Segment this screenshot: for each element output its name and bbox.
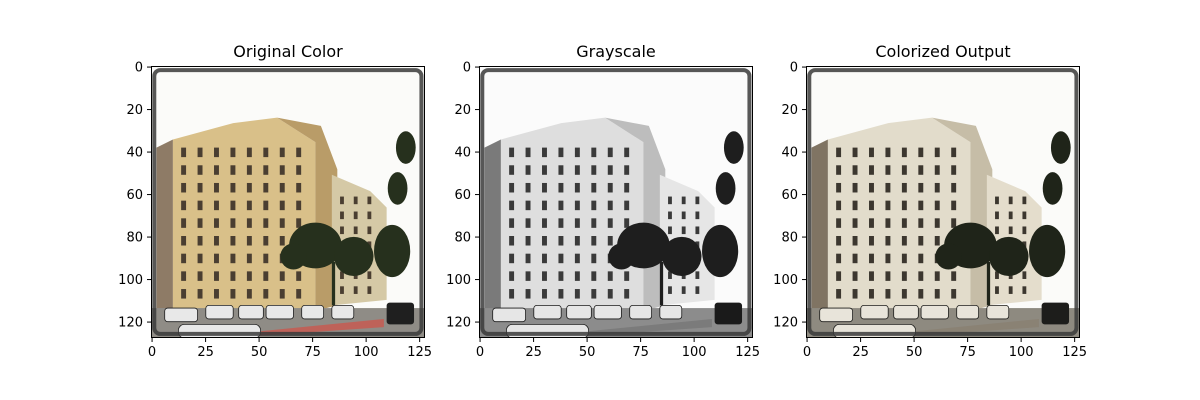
- y-tick-label: 120: [118, 316, 143, 331]
- y-tick-label: 0: [135, 61, 143, 76]
- photo-image: [151, 66, 425, 338]
- x-tick-label: 25: [852, 345, 869, 360]
- windows: [181, 147, 372, 299]
- x-tick-label: 50: [251, 345, 268, 360]
- x-tick-label: 100: [354, 345, 379, 360]
- photo-image: [479, 66, 753, 338]
- building-main: [827, 117, 971, 317]
- photo-frame: [152, 68, 424, 336]
- y-tick-label: 60: [781, 188, 798, 203]
- y-tick-label: 20: [454, 103, 471, 118]
- y-tick-label: 60: [126, 188, 143, 203]
- x-tick-label: 75: [304, 345, 321, 360]
- photo-frame: [480, 68, 752, 336]
- y-tick-label: 100: [446, 273, 471, 288]
- x-tick-label: 50: [579, 345, 596, 360]
- trees: [280, 131, 416, 306]
- x-tick-label: 75: [959, 345, 976, 360]
- x-tick-label: 100: [682, 345, 707, 360]
- x-tick-label: 25: [525, 345, 542, 360]
- panel-title: Original Color: [233, 42, 343, 61]
- x-tick-label: 125: [1062, 345, 1087, 360]
- trees: [608, 131, 744, 306]
- y-tick-label: 120: [773, 316, 798, 331]
- x-tick-label: 125: [735, 345, 760, 360]
- photo-image: [806, 66, 1080, 338]
- photo-frame: [807, 68, 1079, 336]
- building-main: [172, 117, 316, 317]
- y-tick-label: 40: [781, 146, 798, 161]
- x-tick-label: 0: [148, 345, 156, 360]
- y-tick-label: 60: [454, 188, 471, 203]
- panel-title: Grayscale: [576, 42, 655, 61]
- y-tick-label: 120: [446, 316, 471, 331]
- y-tick-label: 20: [781, 103, 798, 118]
- x-tick-label: 100: [1009, 345, 1034, 360]
- panel-original: Original Color 0 25 50 75 100 125 0 20 40 60 80 100 1…: [118, 42, 432, 360]
- building-left: [484, 139, 501, 317]
- windows: [836, 147, 1027, 299]
- building-left: [811, 139, 828, 317]
- x-tick-label: 125: [407, 345, 432, 360]
- panel-title: Colorized Output: [875, 42, 1010, 61]
- y-tick-label: 40: [126, 146, 143, 161]
- panel-colorized: Colorized Output 0 25 50 75 100 125 0 20 40 60 80 10…: [773, 42, 1087, 360]
- y-tick-label: 0: [463, 61, 471, 76]
- building-main: [500, 117, 644, 317]
- x-tick-label: 75: [632, 345, 649, 360]
- y-tick-label: 0: [790, 61, 798, 76]
- axes-frame: [806, 66, 1080, 338]
- y-tick-label: 20: [126, 103, 143, 118]
- y-tick-label: 40: [454, 146, 471, 161]
- trees: [935, 131, 1071, 306]
- y-tick-label: 80: [454, 231, 471, 246]
- x-tick-label: 0: [803, 345, 811, 360]
- panel-grayscale: Grayscale 0 25 50 75 100 125 0 20 40 60 80 100 120: [446, 42, 760, 360]
- y-tick-label: 100: [118, 273, 143, 288]
- axes-frame: [151, 66, 425, 338]
- y-tick-label: 80: [126, 231, 143, 246]
- axes-frame: [479, 66, 753, 338]
- x-tick-label: 0: [476, 345, 484, 360]
- y-tick-label: 80: [781, 231, 798, 246]
- y-tick-label: 100: [773, 273, 798, 288]
- x-tick-label: 25: [197, 345, 214, 360]
- building-left: [156, 139, 173, 317]
- x-tick-label: 50: [906, 345, 923, 360]
